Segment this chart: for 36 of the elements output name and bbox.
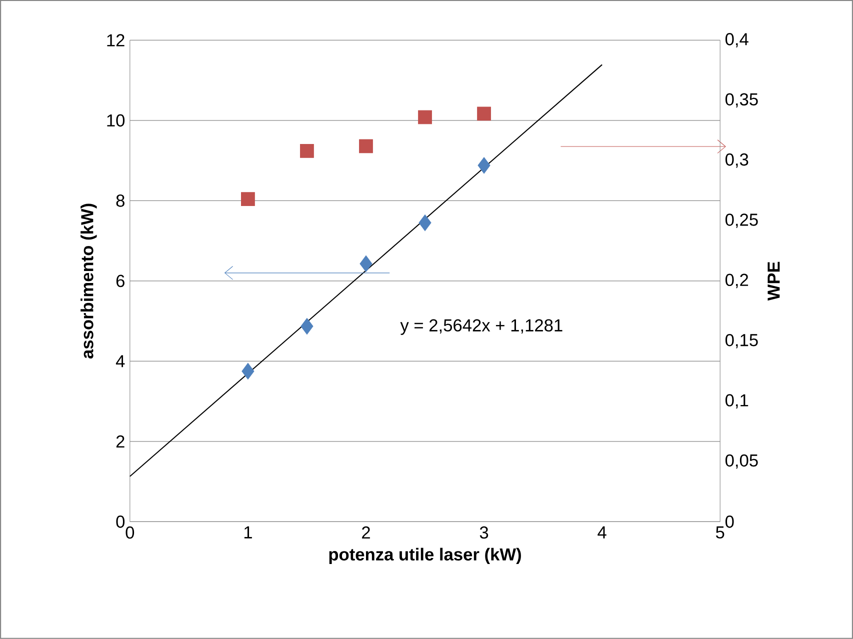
y-axis-title: assorbimento (kW) — [80, 204, 97, 359]
y-tick-label: 4 — [116, 355, 125, 368]
point — [300, 318, 314, 335]
x-tick-label: 3 — [480, 526, 488, 539]
y-tick-label: 2 — [116, 435, 124, 448]
point — [300, 144, 314, 158]
x-tick-label: 2 — [362, 526, 370, 539]
x-tick-label: 1 — [244, 526, 252, 538]
point — [418, 110, 432, 124]
y2-tick-label: 0,4 — [725, 33, 748, 48]
point — [242, 362, 254, 380]
y-tick-label: 10 — [107, 114, 125, 127]
y2-tick-label: 0,25 — [725, 214, 758, 228]
y2-tick-label: 0 — [725, 516, 734, 528]
x-axis-title: potenza utile laser (kW) — [329, 548, 521, 564]
y2-tick-label: 0,2 — [725, 274, 748, 288]
y-tick-label: 12 — [107, 34, 124, 46]
y2-tick-label: 0,3 — [725, 153, 748, 168]
y2-tick-label: 0,05 — [725, 454, 758, 469]
x-tick-label: 0 — [126, 526, 134, 539]
point — [477, 106, 491, 121]
y2-tick-label: 0,1 — [725, 394, 748, 409]
y-tick-label: 6 — [116, 274, 124, 288]
point — [418, 214, 432, 232]
point — [241, 192, 255, 206]
y2-tick-label: 0,35 — [725, 93, 758, 108]
y2-axis-title: WPE — [768, 262, 780, 301]
point — [359, 139, 373, 154]
x-tick-label: 4 — [598, 526, 606, 538]
point — [478, 157, 490, 174]
y-tick-label: 8 — [116, 194, 124, 207]
y-tick-label: 0 — [116, 516, 125, 528]
annotation: y = 2,5642x + 1,1281 — [400, 319, 562, 335]
y2-tick-label: 0,15 — [725, 334, 758, 348]
point — [360, 255, 372, 272]
x-tick-label: 5 — [716, 526, 724, 539]
